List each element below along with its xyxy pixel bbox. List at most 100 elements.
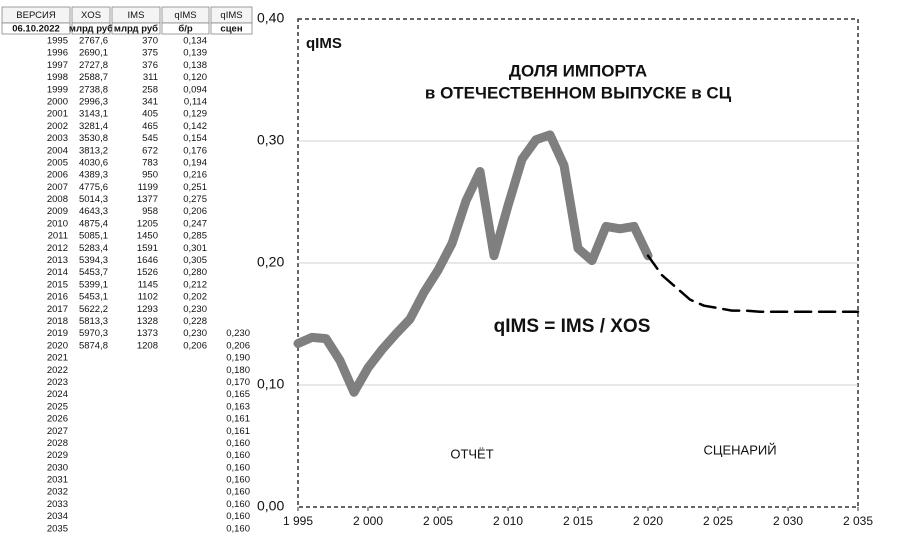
table-cell: 0,114: [184, 96, 207, 107]
table-cell: 2004: [47, 145, 68, 156]
table-cell: 0,301: [183, 243, 207, 254]
table-cell: 0,212: [183, 279, 207, 290]
series-label: ОТЧЁТ: [450, 446, 493, 461]
table-cell: 2034: [47, 511, 68, 522]
table-cell: 2690,1: [79, 48, 108, 59]
table-cell: 0,251: [183, 182, 207, 193]
table-cell: 2024: [47, 389, 68, 400]
table-cell: 2028: [47, 438, 68, 449]
table-cell: 2033: [47, 499, 68, 510]
table-cell: 0,280: [183, 267, 207, 278]
table-cell: 1102: [138, 292, 158, 303]
table-cell: 1145: [138, 279, 158, 290]
table-cell: 2010: [47, 218, 68, 229]
table-cell: 0,247: [183, 218, 207, 229]
table-cell: 0,176: [183, 145, 207, 156]
table-cell: 2020: [47, 340, 68, 351]
table-cell: 1377: [137, 194, 158, 205]
table-cell: 2006: [47, 170, 68, 181]
table-cell: 2588,7: [79, 72, 108, 83]
subheader-text: сцен: [220, 24, 242, 35]
header-text: XOS: [81, 10, 101, 21]
table-cell: 2008: [47, 194, 68, 205]
table-cell: 0,139: [183, 48, 207, 59]
table-cell: 5014,3: [79, 194, 108, 205]
y-tick-label: 0,10: [257, 376, 284, 392]
subheader-cell: [111, 22, 161, 35]
y-tick-label: 0,00: [257, 498, 284, 514]
x-tick-label: 2 025: [703, 514, 733, 528]
table-cell: 2002: [47, 121, 68, 132]
table-cell: 5874,8: [79, 340, 108, 351]
table-cell: 5453,7: [79, 267, 108, 278]
table-cell: 1999: [47, 84, 68, 95]
table-cell: 2005: [47, 157, 68, 168]
table-cell: 0,160: [226, 499, 250, 510]
chart-title: ДОЛЯ ИМПОРТА: [509, 61, 647, 80]
y-tick-label: 0,40: [257, 10, 284, 26]
subheader-cell: [210, 22, 253, 35]
table-cell: 4875,4: [79, 218, 108, 229]
y-tick-label: 0,30: [257, 132, 284, 148]
series-line: [293, 130, 653, 397]
table-cell: 0,160: [226, 462, 250, 473]
formula: qIMS = IMS / XOS: [494, 316, 651, 337]
table-cell: 2015: [47, 279, 68, 290]
subheader-text: 06.10.2022: [12, 24, 60, 35]
subheader-cell: [1, 22, 71, 35]
table-cell: 0,230: [183, 304, 207, 315]
table-cell: 2738,8: [79, 84, 108, 95]
table-cell: 5085,1: [79, 231, 108, 242]
table-cell: 0,305: [183, 255, 207, 266]
x-tick-label: 2 005: [423, 514, 453, 528]
x-tick-label: 2 030: [773, 514, 803, 528]
series-label: СЦЕНАРИЙ: [703, 442, 776, 457]
table-cell: 375: [142, 48, 158, 59]
table-cell: 2000: [47, 96, 68, 107]
table-cell: 258: [142, 84, 158, 95]
table-cell: 0,216: [183, 170, 207, 181]
table-cell: 465: [142, 121, 158, 132]
table-cell: 1373: [137, 328, 158, 339]
table-cell: 2013: [47, 255, 68, 266]
table-cell: 0,160: [226, 523, 250, 534]
table-cell: 311: [143, 72, 158, 83]
table-cell: 2030: [47, 462, 68, 473]
table-cell: 2019: [47, 328, 68, 339]
table-cell: 0,160: [226, 450, 250, 461]
table-cell: 405: [142, 109, 158, 120]
table-cell: 0,206: [183, 206, 207, 217]
table-cell: 1450: [137, 231, 158, 242]
header-text: ВЕРСИЯ: [16, 10, 56, 21]
table-cell: 1997: [47, 60, 68, 71]
table-cell: 0,230: [183, 328, 207, 339]
table-cell: 2996,3: [79, 96, 108, 107]
table-cell: 0,206: [226, 340, 250, 351]
table-cell: 0,160: [226, 438, 250, 449]
table-cell: 545: [142, 133, 158, 144]
table-cell: 0,170: [226, 377, 250, 388]
table-cell: 2021: [47, 353, 68, 364]
table-cell: 4775,6: [79, 182, 108, 193]
table-cell: 5453,1: [79, 292, 108, 303]
subheader-cell: [71, 22, 111, 35]
table-cell: 2016: [47, 292, 68, 303]
table-cell: 2011: [48, 231, 68, 242]
table-cell: 2009: [47, 206, 68, 217]
chart-label: qIMS: [306, 35, 342, 52]
table-cell: 2018: [47, 316, 68, 327]
table-cell: 2032: [47, 487, 68, 498]
table-cell: 3143,1: [79, 109, 108, 120]
table-cell: 2025: [47, 401, 68, 412]
table-cell: 2035: [47, 523, 68, 534]
table-cell: 376: [142, 60, 158, 71]
table-cell: 0,180: [226, 365, 250, 376]
x-tick-label: 1 995: [283, 514, 313, 528]
table-cell: 2001: [47, 109, 68, 120]
table-cell: 2017: [47, 304, 68, 315]
table-cell: 1591: [137, 243, 158, 254]
table-cell: 0,163: [226, 401, 250, 412]
table-cell: 2014: [47, 267, 68, 278]
subheader-cell: [161, 22, 210, 35]
